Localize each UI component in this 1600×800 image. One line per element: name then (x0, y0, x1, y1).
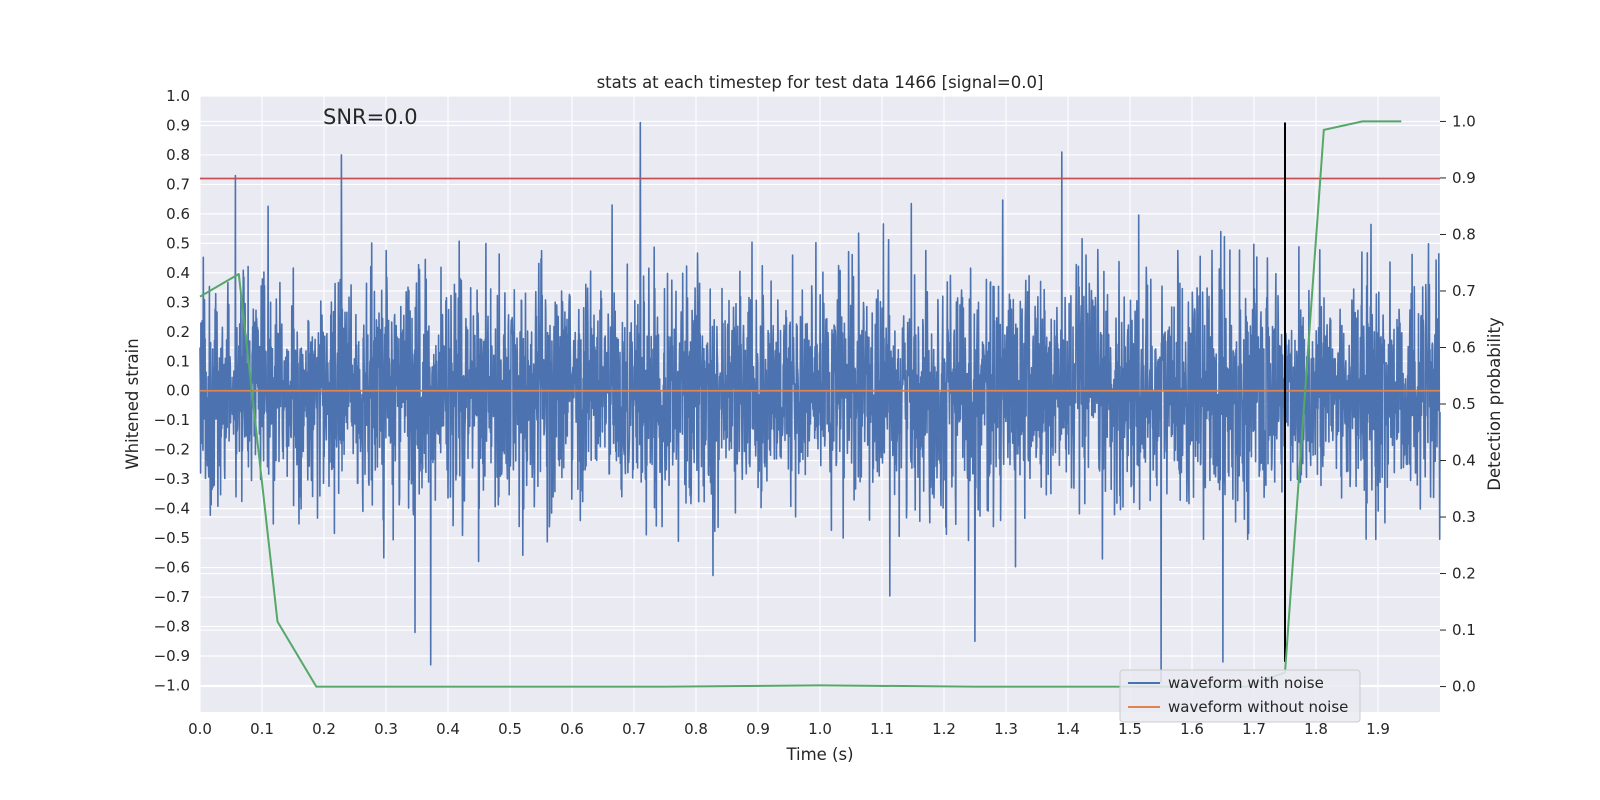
y-tick-label: −0.2 (154, 441, 190, 459)
y2-tick-label: 0.5 (1452, 395, 1476, 413)
y2-tick-label: 0.8 (1452, 225, 1476, 243)
x-tick-label: 1.1 (870, 720, 894, 738)
chart-title: stats at each timestep for test data 146… (597, 73, 1044, 92)
x-tick-label: 0.8 (684, 720, 708, 738)
x-tick-label: 0.0 (188, 720, 212, 738)
y2-tick-label: 0.6 (1452, 338, 1476, 356)
y-tick-label: −0.3 (154, 470, 190, 488)
legend: waveform with noise waveform without noi… (1119, 669, 1361, 723)
x-tick-label: 0.5 (498, 720, 522, 738)
y2-tick-label: 1.0 (1452, 112, 1476, 130)
y-tick-label: 0.5 (166, 234, 190, 252)
snr-annotation: SNR=0.0 (323, 105, 418, 129)
y2-tick-label: 0.2 (1452, 565, 1476, 583)
x-tick-label: 1.6 (1180, 720, 1204, 738)
x-tick-label: 1.4 (1056, 720, 1080, 738)
series-layer (199, 120, 1441, 688)
x-tick-label: 0.2 (312, 720, 336, 738)
x-tick-label: 0.4 (436, 720, 460, 738)
y-tick-label: 0.4 (166, 264, 190, 282)
x-tick-label: 0.1 (250, 720, 274, 738)
series-waveform-with-noise (199, 121, 1441, 684)
legend-label-waveform-without-noise: waveform without noise (1168, 698, 1348, 716)
series-detection-probability (199, 120, 1402, 688)
x-tick-label: 1.5 (1118, 720, 1142, 738)
y-tick-label: −0.8 (154, 618, 190, 636)
y-tick-label: −0.9 (154, 647, 190, 665)
x-tick-label: 1.9 (1366, 720, 1390, 738)
x-tick-label: 1.8 (1304, 720, 1328, 738)
ticks: 0.0 0.1 0.2 0.3 0.4 0.5 0.6 0.7 0.8 0.9 1.0 1.1 1.2 1… (154, 87, 1476, 738)
y2-tick-label: 0.7 (1452, 282, 1476, 300)
x-tick-label: 1.3 (994, 720, 1018, 738)
y-tick-label: 0.7 (166, 175, 190, 193)
y-tick-label: 0.0 (166, 382, 190, 400)
x-tick-label: 1.2 (932, 720, 956, 738)
x-tick-label: 0.6 (560, 720, 584, 738)
x-tick-label: 0.7 (622, 720, 646, 738)
y-tick-label: 0.9 (166, 116, 190, 134)
y2-tick-label: 0.4 (1452, 452, 1476, 470)
y-tick-label: −0.7 (154, 588, 190, 606)
x-tick-label: 1.0 (808, 720, 832, 738)
y-tick-label: 0.8 (166, 146, 190, 164)
y-axis-label: Whitened strain (123, 338, 142, 469)
y-tick-label: 0.6 (166, 205, 190, 223)
x-axis-label: Time (s) (785, 745, 853, 764)
y-tick-label: −0.1 (154, 411, 190, 429)
y-tick-label: 0.3 (166, 293, 190, 311)
y-tick-label: 1.0 (166, 87, 190, 105)
y-tick-label: −0.5 (154, 529, 190, 547)
y2-tick-label: 0.9 (1452, 169, 1476, 187)
x-tick-label: 0.9 (746, 720, 770, 738)
x-tick-label: 1.7 (1242, 720, 1266, 738)
x-tick-label: 0.3 (374, 720, 398, 738)
y-tick-label: −0.6 (154, 559, 190, 577)
legend-label-waveform-with-noise: waveform with noise (1168, 674, 1324, 692)
y-tick-label: 0.1 (166, 352, 190, 370)
y-tick-label: −0.4 (154, 500, 190, 518)
y2-tick-label: 0.1 (1452, 621, 1476, 639)
legend-box (1119, 669, 1361, 723)
y2-tick-label: 0.0 (1452, 678, 1476, 696)
y-tick-label: −1.0 (154, 676, 190, 694)
y2-axis-label: Detection probability (1485, 317, 1504, 491)
y-tick-label: 0.2 (166, 323, 190, 341)
y2-tick-label: 0.3 (1452, 508, 1476, 526)
